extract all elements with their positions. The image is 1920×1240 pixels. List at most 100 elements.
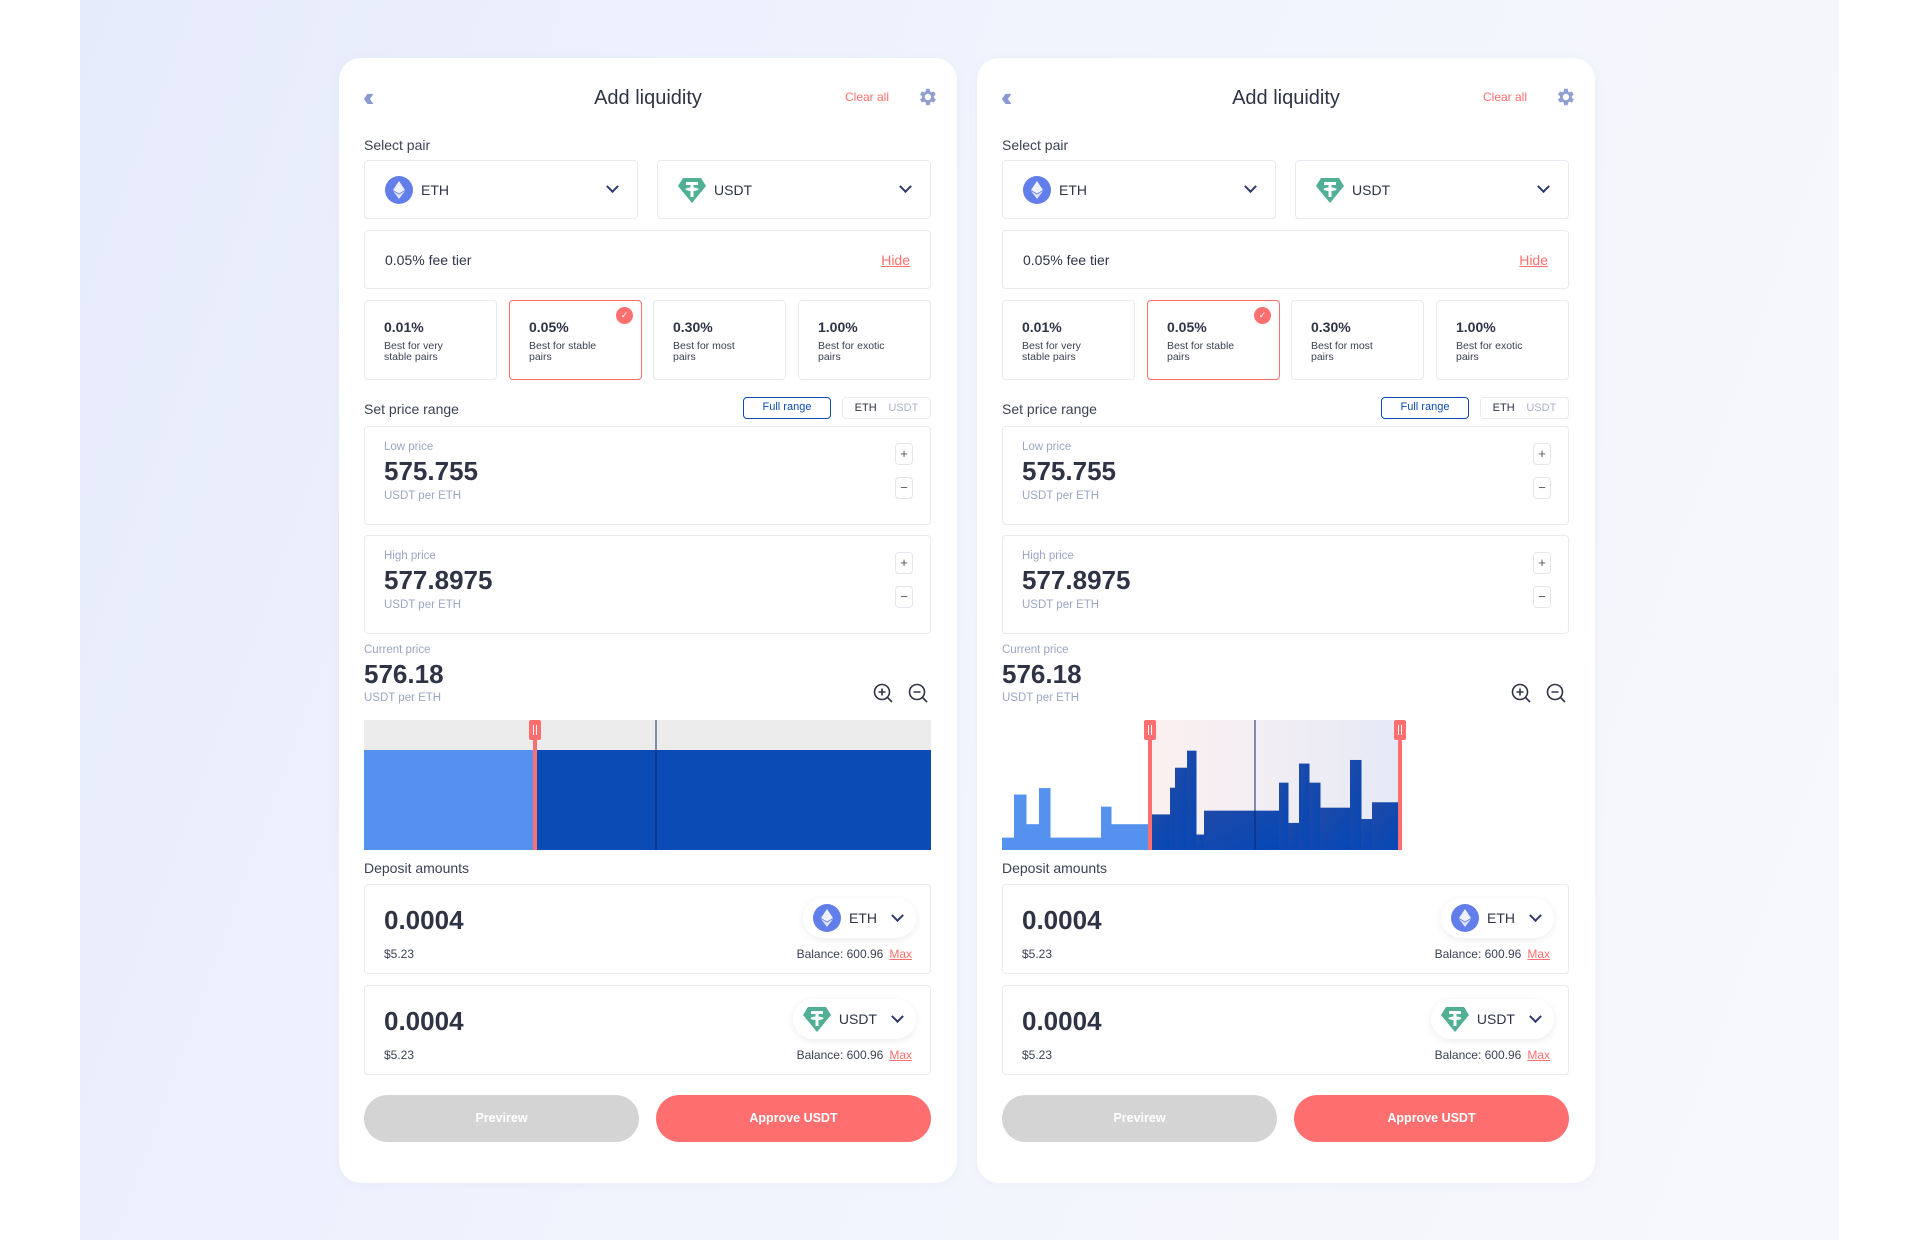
low-price-increment-button[interactable]: + [895,443,913,465]
eth-icon [1451,904,1479,932]
deposit-token-select[interactable]: ETH [803,898,916,938]
low-price-label: Low price [384,441,434,453]
fee-tier-summary: 0.05% fee tier Hide [1002,230,1569,289]
range-handle-line[interactable] [1398,720,1402,850]
clear-all-link[interactable]: Clear all [845,90,890,104]
deposit-amount-input[interactable]: 0.0004 [1022,905,1102,935]
liquidity-chart[interactable] [364,720,931,850]
deposit-token-select[interactable]: USDT [792,999,916,1039]
base-token-toggle[interactable]: ETH USDT [1480,397,1569,419]
max-button[interactable]: Max [1527,1048,1550,1062]
high-price-decrement-button[interactable]: − [1533,586,1551,608]
liquidity-outside-range [364,750,535,850]
current-price-unit: USDT per ETH [364,692,442,704]
full-range-button[interactable]: Full range [743,397,831,419]
zoom-out-icon[interactable] [1545,682,1567,704]
toggle-eth[interactable]: ETH [1492,402,1515,414]
hide-fee-options-link[interactable]: Hide [881,251,910,268]
eth-icon [1023,175,1051,204]
handle-grip-icon[interactable] [533,725,537,735]
gear-icon[interactable] [1554,86,1576,108]
high-price-decrement-button[interactable]: − [895,586,913,608]
fee-option-0.30[interactable]: 0.30% Best for most pairs [1291,300,1424,380]
high-price-increment-button[interactable]: + [1533,552,1551,574]
high-price-increment-button[interactable]: + [895,552,913,574]
liquidity-bar [1152,814,1171,850]
deposit-amount-input[interactable]: 0.0004 [1022,1006,1102,1036]
clear-all-link[interactable]: Clear all [1483,90,1528,104]
token-name: ETH [1487,910,1515,926]
token-b-select[interactable]: USDT [657,160,931,219]
preview-button[interactable]: Previrew [1002,1095,1277,1142]
balance: Balance: 600.96 [1434,947,1522,961]
low-price-value[interactable]: 575.755 [384,456,478,486]
deposit-token-select[interactable]: USDT [1430,999,1554,1039]
fee-pct: 0.05% [529,319,569,335]
liquidity-bar [1372,802,1401,850]
range-handle[interactable] [1394,720,1406,740]
liquidity-bar [1101,806,1112,850]
zoom-in-icon[interactable] [1510,682,1532,704]
low-price-increment-button[interactable]: + [1533,443,1551,465]
range-handle[interactable] [529,720,541,740]
range-handle-line[interactable] [1148,720,1152,850]
approve-usdt-button[interactable]: Approve USDT [656,1095,931,1142]
toggle-usdt[interactable]: USDT [888,402,919,414]
fee-tier-current: 0.05% fee tier [1023,251,1110,268]
liquidity-bar [1111,824,1151,850]
max-button[interactable]: Max [889,1048,912,1062]
handle-grip-icon[interactable] [1148,725,1152,735]
deposit-amount-input[interactable]: 0.0004 [384,905,464,935]
fee-option-0.05[interactable]: 0.05% Best for stable pairs ✓ [509,300,642,380]
full-range-button[interactable]: Full range [1381,397,1469,419]
base-token-toggle[interactable]: ETH USDT [842,397,931,419]
fee-tier-current: 0.05% fee tier [385,251,472,268]
fee-option-0.30[interactable]: 0.30% Best for most pairs [653,300,786,380]
deposit-amount-input[interactable]: 0.0004 [384,1006,464,1036]
high-price-value[interactable]: 577.8975 [1022,565,1131,595]
fee-desc: Best for most pairs [673,340,735,363]
high-price-input[interactable]: High price 577.8975 USDT per ETH + − [1002,535,1569,634]
low-price-input[interactable]: Low price 575.755 USDT per ETH + − [364,426,931,525]
approve-usdt-button[interactable]: Approve USDT [1294,1095,1569,1142]
fee-option-1.00[interactable]: 1.00% Best for exotic pairs [798,300,931,380]
fee-option-0.01[interactable]: 0.01% Best for very stable pairs [364,300,497,380]
fee-option-0.05[interactable]: 0.05% Best for stable pairs ✓ [1147,300,1280,380]
fee-option-0.01[interactable]: 0.01% Best for very stable pairs [1002,300,1135,380]
low-price-value[interactable]: 575.755 [1022,456,1116,486]
range-handle-line[interactable] [533,720,537,850]
high-price-value[interactable]: 577.8975 [384,565,493,595]
max-button[interactable]: Max [1527,947,1550,961]
low-price-decrement-button[interactable]: − [1533,477,1551,499]
liquidity-bar [1175,767,1188,850]
deposit-eth: 0.0004 $5.23 ETH Balance: 600.96 Max [1002,884,1569,974]
add-liquidity-panel: ‹‹ Add liquidity Clear all Select pair E… [977,58,1595,1183]
hide-fee-options-link[interactable]: Hide [1519,251,1548,268]
eth-icon [385,175,413,204]
token-b-select[interactable]: USDT [1295,160,1569,219]
deposit-token-select[interactable]: ETH [1441,898,1554,938]
current-price-unit: USDT per ETH [1002,692,1080,704]
preview-button[interactable]: Previrew [364,1095,639,1142]
liquidity-bar [1361,819,1373,850]
max-button[interactable]: Max [889,947,912,961]
deposit-usd-value: $5.23 [1022,1048,1053,1062]
liquidity-chart[interactable] [1002,720,1569,850]
low-price-decrement-button[interactable]: − [895,477,913,499]
range-handle[interactable] [1144,720,1156,740]
deposit-amounts-label: Deposit amounts [364,860,470,876]
gear-icon[interactable] [916,86,938,108]
zoom-in-icon[interactable] [872,682,894,704]
fee-option-1.00[interactable]: 1.00% Best for exotic pairs [1436,300,1569,380]
fee-pct: 0.30% [673,319,713,335]
token-a-select[interactable]: ETH [1002,160,1276,219]
zoom-out-icon[interactable] [907,682,929,704]
high-price-input[interactable]: High price 577.8975 USDT per ETH + − [364,535,931,634]
low-price-input[interactable]: Low price 575.755 USDT per ETH + − [1002,426,1569,525]
handle-grip-icon[interactable] [1398,725,1402,735]
token-a-select[interactable]: ETH [364,160,638,219]
fee-pct: 0.30% [1311,319,1351,335]
usdt-icon [678,176,706,204]
toggle-eth[interactable]: ETH [854,402,877,414]
toggle-usdt[interactable]: USDT [1526,402,1557,414]
